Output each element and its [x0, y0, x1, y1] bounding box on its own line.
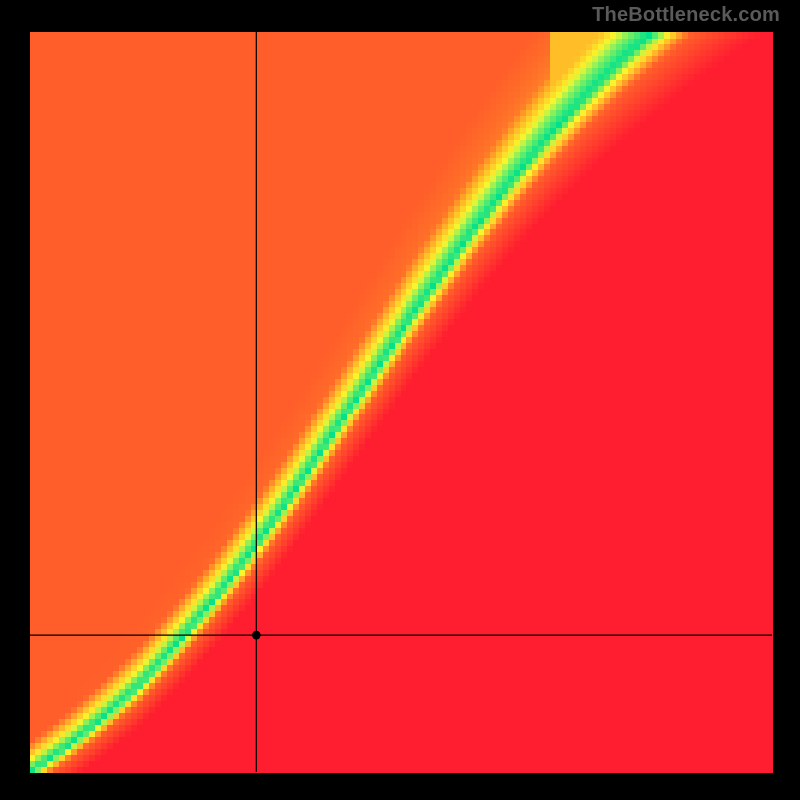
watermark-label: TheBottleneck.com [592, 4, 780, 27]
heatmap-canvas [0, 0, 800, 800]
chart-container: TheBottleneck.com [0, 0, 800, 800]
